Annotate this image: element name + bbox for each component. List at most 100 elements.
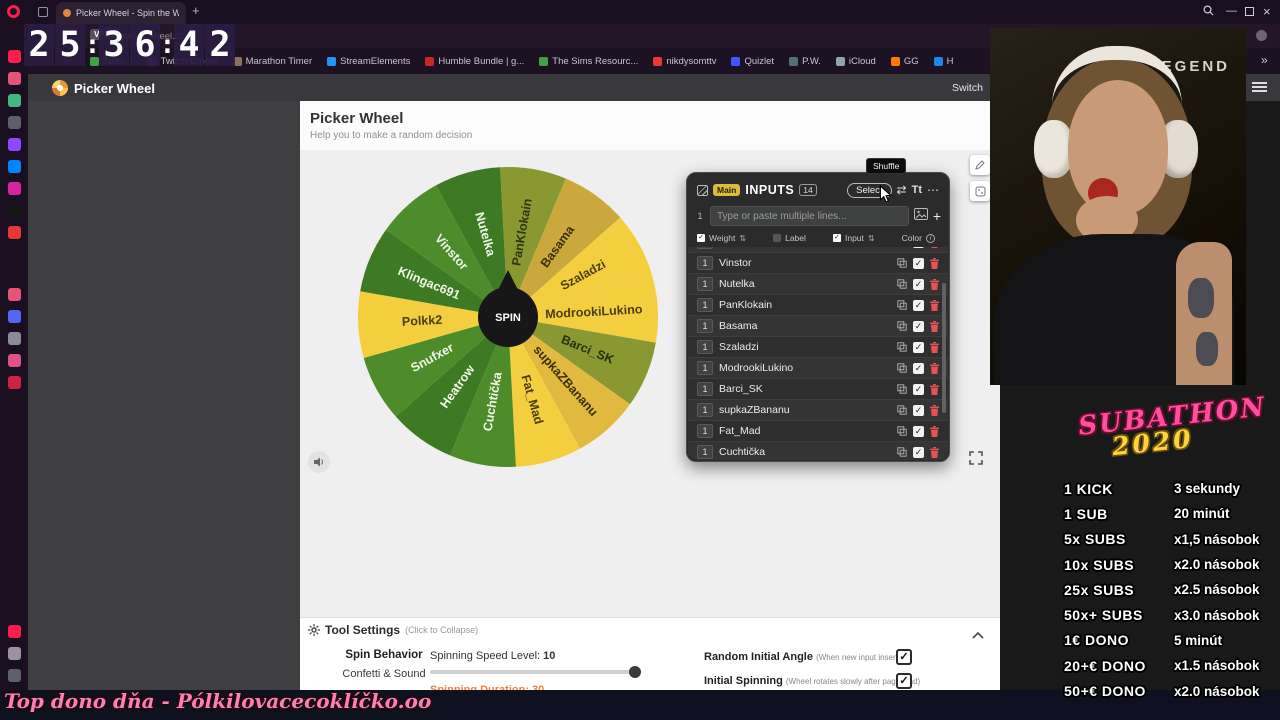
speed-slider-knob[interactable] (629, 666, 641, 678)
input-enabled-checkbox[interactable]: ✓ (913, 362, 924, 374)
speed-dial-icon[interactable] (7, 72, 21, 85)
vk-music-icon[interactable] (7, 288, 21, 301)
bookmark-item[interactable]: The Sims Resourc... (539, 56, 638, 67)
wheel-segment[interactable] (363, 317, 508, 417)
input-label[interactable]: ModrookiLukino (719, 362, 794, 374)
input-row[interactable]: 1 Nutelka ✓ (688, 274, 948, 295)
history-icon[interactable] (7, 332, 21, 345)
input-column-label[interactable]: Input (844, 233, 864, 243)
twitch-icon[interactable] (7, 138, 21, 151)
minimize-button[interactable]: — (1226, 5, 1237, 17)
input-text-field[interactable] (710, 206, 909, 226)
tool-settings-header[interactable]: Tool Settings (Click to Collapse) (308, 623, 478, 637)
wheel-segment[interactable] (386, 185, 508, 317)
bookmark-item[interactable]: iCloud (835, 56, 876, 67)
delete-input-icon[interactable] (930, 320, 939, 332)
bookmark-item[interactable]: H (933, 56, 954, 67)
duplicate-input-icon[interactable] (897, 363, 907, 373)
input-enabled-checkbox[interactable]: ✓ (913, 278, 924, 290)
duplicate-input-icon[interactable] (897, 321, 907, 331)
profile-icon[interactable] (1256, 30, 1267, 41)
input-row[interactable]: 1 Vinstor ✓ (688, 253, 948, 274)
delete-input-icon[interactable] (930, 341, 939, 353)
input-row[interactable]: 1 PanKlokain ✓ (688, 295, 948, 316)
input-label[interactable]: Fat_Mad (719, 425, 761, 437)
tab-spin-behavior[interactable]: Spin Behavior (345, 649, 423, 661)
wheel-segment[interactable] (500, 166, 566, 317)
weight-sort-icon[interactable]: ⇅ (739, 233, 747, 243)
duplicate-input-icon[interactable] (897, 384, 907, 394)
wheel-list-icon[interactable] (697, 184, 708, 196)
input-row[interactable]: 1 Basama ✓ (688, 316, 948, 337)
edit-panel-toggle[interactable] (970, 155, 990, 175)
wheel-scope-badge[interactable]: Main (713, 184, 741, 196)
delete-input-icon[interactable] (930, 383, 939, 395)
browser-tab[interactable]: Picker Wheel - Spin the W... (56, 2, 186, 24)
settings-icon[interactable] (7, 647, 21, 660)
bookmark-item[interactable]: Marathon Timer (232, 56, 312, 67)
input-enabled-checkbox[interactable]: ✓ (913, 257, 924, 269)
easy-setup-icon[interactable] (7, 669, 21, 682)
wheel-svg[interactable]: PanKlokain BasamaSzaladziModrookiLukinoBa… (353, 162, 663, 472)
select-button[interactable]: Select (847, 182, 892, 198)
wheel-segment[interactable] (508, 178, 621, 317)
bookmark-item[interactable]: StreamElements (327, 56, 410, 67)
tab-tiling-icon[interactable] (38, 7, 48, 17)
duplicate-input-icon[interactable] (897, 342, 907, 352)
input-sort-icon[interactable]: ⇅ (867, 233, 875, 243)
initial-spinning-checkbox[interactable]: ✓ (896, 673, 912, 689)
input-label[interactable]: Klingac691 (719, 247, 891, 248)
label-column-label[interactable]: Label (785, 233, 806, 243)
text-case-icon[interactable]: Tt (911, 184, 922, 196)
bookmark-item[interactable]: GG (890, 56, 919, 67)
bookmarks-overflow-icon[interactable]: » (1261, 53, 1268, 67)
opera-gx-logo-icon[interactable] (7, 5, 20, 18)
spin-button[interactable] (478, 287, 538, 347)
dice-panel-toggle[interactable] (970, 181, 990, 201)
random-initial-angle-checkbox[interactable]: ✓ (896, 649, 912, 665)
input-label[interactable]: Basama (719, 320, 758, 332)
input-label[interactable]: supkaZBananu (719, 404, 790, 416)
input-enabled-checkbox[interactable]: ✓ (913, 247, 924, 248)
duplicate-input-icon[interactable] (897, 300, 907, 310)
input-row[interactable]: 1 Szaladzi ✓ (688, 337, 948, 358)
weight-column-label[interactable]: Weight (709, 233, 736, 243)
pinned-app-icon[interactable] (7, 354, 21, 367)
input-label[interactable]: Barci_SK (719, 383, 763, 395)
shuffle-icon[interactable]: ⇄ (896, 183, 907, 197)
fullscreen-icon[interactable] (968, 450, 984, 471)
input-row[interactable]: 1 Klingac691 ✓ (688, 247, 948, 253)
image-input-icon[interactable] (913, 207, 928, 225)
youtube-icon[interactable] (7, 226, 21, 239)
input-label[interactable]: Vinstor (719, 257, 752, 269)
duplicate-input-icon[interactable] (897, 279, 907, 289)
bookmark-item[interactable]: Quizlet (731, 56, 774, 67)
bookmark-item[interactable]: Humble Bundle | g... (425, 56, 524, 67)
more-options-icon[interactable]: ⋯ (927, 183, 939, 197)
bookmark-item[interactable]: P.W. (789, 56, 821, 67)
bookmark-item[interactable]: nikdysomttv (653, 56, 716, 67)
wheel-segment[interactable] (508, 317, 630, 449)
messenger-icon[interactable] (7, 160, 21, 173)
duplicate-input-icon[interactable] (897, 426, 907, 436)
discord-icon[interactable] (7, 310, 21, 323)
wheel-segment[interactable] (508, 317, 581, 467)
duplicate-input-icon[interactable] (897, 258, 907, 268)
speed-slider[interactable] (430, 666, 641, 678)
delete-input-icon[interactable] (930, 446, 939, 458)
wheel-segment[interactable] (450, 317, 516, 468)
input-label[interactable]: PanKlokain (719, 299, 773, 311)
input-enabled-checkbox[interactable]: ✓ (913, 425, 924, 437)
color-column-label[interactable]: Color (901, 233, 922, 243)
input-label[interactable]: Szaladzi (719, 341, 759, 353)
duplicate-input-icon[interactable] (897, 447, 907, 457)
maximize-button[interactable] (1245, 7, 1254, 16)
input-enabled-checkbox[interactable]: ✓ (913, 446, 924, 458)
delete-input-icon[interactable] (930, 425, 939, 437)
workspace-icon[interactable] (7, 116, 21, 129)
new-tab-button[interactable]: + (192, 3, 200, 18)
input-enabled-checkbox[interactable]: ✓ (913, 320, 924, 332)
picker-wheel-logo-icon[interactable] (52, 80, 68, 96)
collapse-chevron-icon[interactable] (972, 626, 984, 644)
wheel-segment[interactable] (357, 291, 508, 358)
